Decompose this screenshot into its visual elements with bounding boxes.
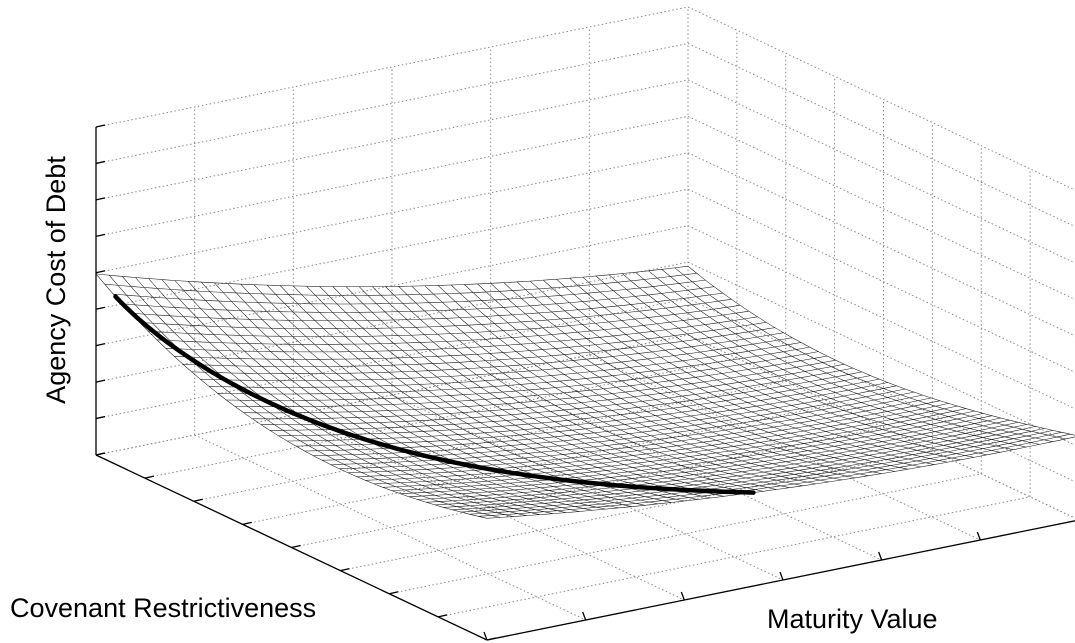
y-tick <box>583 612 586 620</box>
y-tick <box>977 532 980 540</box>
mesh-line-v <box>372 287 763 492</box>
x-tick <box>292 546 301 548</box>
mesh-line-u <box>122 287 714 313</box>
z-tick <box>96 125 105 127</box>
grid-line-right-z <box>688 299 1075 484</box>
grid-line-right-z <box>688 189 1075 374</box>
x-tick <box>194 499 203 501</box>
mesh-line-u <box>252 364 844 419</box>
x-tick <box>389 592 398 594</box>
mesh-line-v <box>438 285 829 482</box>
mesh-line-u <box>478 434 1070 516</box>
z-tick <box>96 271 105 273</box>
grid-line-right-z <box>688 262 1075 447</box>
grid-line-floor-u <box>438 497 1030 617</box>
x-tick <box>438 615 447 617</box>
grid-line-right-z <box>688 80 1075 265</box>
z-tick <box>96 380 105 382</box>
mesh-line-v <box>136 278 527 516</box>
z-tick <box>96 161 105 163</box>
mesh-line-u <box>139 299 731 328</box>
mesh-line-v <box>162 280 553 514</box>
y-tick <box>780 572 783 580</box>
x-tick <box>340 569 349 571</box>
z-tick <box>96 417 105 419</box>
mesh-line-v <box>478 284 869 476</box>
y-tick <box>879 552 882 560</box>
y-axis-label: Maturity Value <box>767 604 938 634</box>
mesh-line-u <box>470 432 1062 514</box>
grid-line-right-z <box>688 153 1075 338</box>
z-tick <box>96 234 105 236</box>
z-tick <box>96 307 105 309</box>
grid-line-right-z <box>688 43 1075 228</box>
mesh-line-u <box>113 280 705 304</box>
mesh-line-u <box>313 389 905 456</box>
x-tick <box>145 476 154 478</box>
mesh-line-v <box>570 278 961 460</box>
grid-line-back-z <box>96 43 688 163</box>
grid-layer <box>96 7 1075 640</box>
z-axis-label: Agency Cost of Debt <box>41 156 71 404</box>
x-tick <box>96 453 105 455</box>
mesh-line-v <box>688 266 1075 436</box>
mesh-line-u <box>166 317 758 352</box>
grid-line-floor-v <box>589 355 980 540</box>
x-tick <box>243 522 252 524</box>
mesh-line-u <box>409 418 1001 497</box>
x-axis-label: Covenant Restrictiveness <box>10 593 316 623</box>
axes-box <box>96 127 1075 640</box>
mesh-line-v <box>609 275 1000 453</box>
y-tick <box>681 592 684 600</box>
grid-line-right-z <box>688 116 1075 301</box>
z-tick <box>96 344 105 346</box>
mesh-line-u <box>287 379 879 441</box>
grid-line-right-z <box>688 7 1075 192</box>
mesh-line-v <box>596 276 987 455</box>
mesh-line-u <box>105 273 697 295</box>
mesh-line-u <box>96 266 688 286</box>
grid-line-right-z <box>688 226 1075 411</box>
z-tick <box>96 198 105 200</box>
